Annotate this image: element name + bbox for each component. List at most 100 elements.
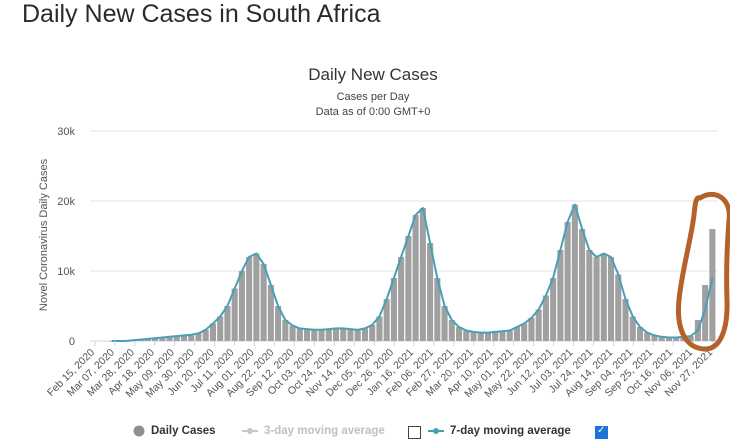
bar bbox=[224, 306, 231, 341]
bar bbox=[579, 229, 586, 341]
bar bbox=[398, 257, 405, 341]
bar bbox=[267, 285, 274, 341]
bar bbox=[369, 324, 376, 341]
moving-average-path bbox=[111, 203, 714, 342]
bar bbox=[260, 264, 267, 341]
bar bbox=[217, 316, 224, 341]
y-axis-title: Novel Coronavirus Daily Cases bbox=[38, 158, 50, 311]
bar bbox=[658, 336, 665, 341]
bar bbox=[282, 320, 289, 341]
bar bbox=[513, 327, 520, 341]
bar bbox=[673, 337, 680, 341]
bar bbox=[593, 257, 600, 341]
bar bbox=[419, 208, 426, 341]
bar bbox=[325, 329, 332, 341]
legend-item-3-day-average[interactable]: 3-day moving average bbox=[242, 422, 385, 440]
bar bbox=[448, 320, 455, 341]
checkbox-3-day-average[interactable] bbox=[408, 426, 421, 439]
bar bbox=[470, 331, 477, 341]
bar bbox=[231, 288, 238, 341]
legend: Daily Cases 3-day moving average 7-day m… bbox=[0, 422, 730, 442]
bar bbox=[687, 336, 694, 341]
moving-average-line bbox=[111, 203, 714, 342]
bar bbox=[166, 336, 173, 341]
bar bbox=[528, 317, 535, 341]
bar bbox=[405, 236, 412, 341]
bar bbox=[665, 337, 672, 341]
y-tick-label: 30k bbox=[57, 126, 75, 138]
bar bbox=[412, 215, 419, 341]
checkbox-7-day-average[interactable] bbox=[595, 425, 608, 439]
bar bbox=[296, 328, 303, 341]
bar bbox=[390, 278, 397, 341]
chart-subtitle-line-2: Data as of 0:00 GMT+0 bbox=[316, 106, 431, 118]
bar bbox=[521, 323, 528, 341]
bar bbox=[571, 204, 578, 341]
bar bbox=[477, 332, 484, 341]
bar bbox=[144, 338, 151, 341]
bar bbox=[304, 329, 311, 341]
bar bbox=[463, 330, 470, 341]
bar bbox=[340, 328, 347, 341]
bar bbox=[311, 329, 318, 341]
bar bbox=[608, 257, 615, 341]
bar bbox=[195, 333, 202, 341]
legend-label: 7-day moving average bbox=[450, 425, 571, 437]
bar bbox=[347, 329, 354, 341]
bar bbox=[636, 327, 644, 341]
bar bbox=[275, 306, 282, 341]
bar bbox=[383, 299, 390, 341]
bar bbox=[209, 323, 216, 341]
bar bbox=[506, 330, 513, 341]
bar bbox=[376, 316, 383, 341]
bar bbox=[289, 325, 296, 341]
bar bbox=[159, 337, 166, 341]
legend-marker-circle bbox=[133, 425, 145, 437]
bar bbox=[456, 327, 463, 341]
chart-subtitle-line-1: Cases per Day bbox=[337, 91, 410, 103]
page-heading: Daily New Cases in South Africa bbox=[22, 0, 381, 28]
bar bbox=[253, 253, 260, 341]
bar bbox=[615, 274, 622, 341]
daily-cases-bars bbox=[108, 204, 716, 342]
y-tick-label: 10k bbox=[57, 266, 75, 278]
bar bbox=[644, 332, 651, 341]
legend-label: 3-day moving average bbox=[264, 425, 385, 437]
bar bbox=[535, 309, 542, 341]
bar bbox=[622, 299, 629, 341]
bar bbox=[709, 229, 716, 341]
bar bbox=[173, 336, 180, 341]
bar bbox=[629, 316, 636, 341]
bar bbox=[427, 243, 434, 341]
legend-item-daily-cases[interactable]: Daily Cases bbox=[133, 422, 216, 440]
bar bbox=[361, 328, 368, 341]
legend-label: Daily Cases bbox=[151, 425, 216, 437]
bar bbox=[557, 250, 564, 341]
bar bbox=[651, 335, 658, 341]
bar bbox=[354, 329, 361, 341]
bar bbox=[180, 335, 188, 341]
legend-item-7-day-average[interactable]: 7-day moving average bbox=[428, 422, 571, 440]
legend-marker-line bbox=[242, 427, 258, 434]
bar bbox=[188, 334, 195, 341]
y-tick-label: 0 bbox=[69, 336, 75, 348]
bar bbox=[152, 338, 159, 341]
bar bbox=[484, 332, 492, 341]
bar bbox=[202, 329, 209, 341]
y-axis-labels: 0 10k 20k 30k bbox=[57, 126, 75, 348]
bar bbox=[499, 331, 506, 341]
chart-title: Daily New Cases bbox=[308, 65, 437, 84]
bar bbox=[434, 278, 441, 341]
bar bbox=[550, 278, 557, 341]
chart: Daily New Cases Cases per Day Data as of… bbox=[38, 65, 730, 400]
bar bbox=[332, 328, 340, 341]
annotation-oval bbox=[675, 191, 730, 352]
bar bbox=[600, 253, 607, 341]
bar bbox=[586, 250, 593, 341]
bar bbox=[492, 331, 499, 341]
bar bbox=[441, 306, 448, 341]
bar bbox=[246, 257, 253, 341]
bar bbox=[564, 222, 571, 341]
